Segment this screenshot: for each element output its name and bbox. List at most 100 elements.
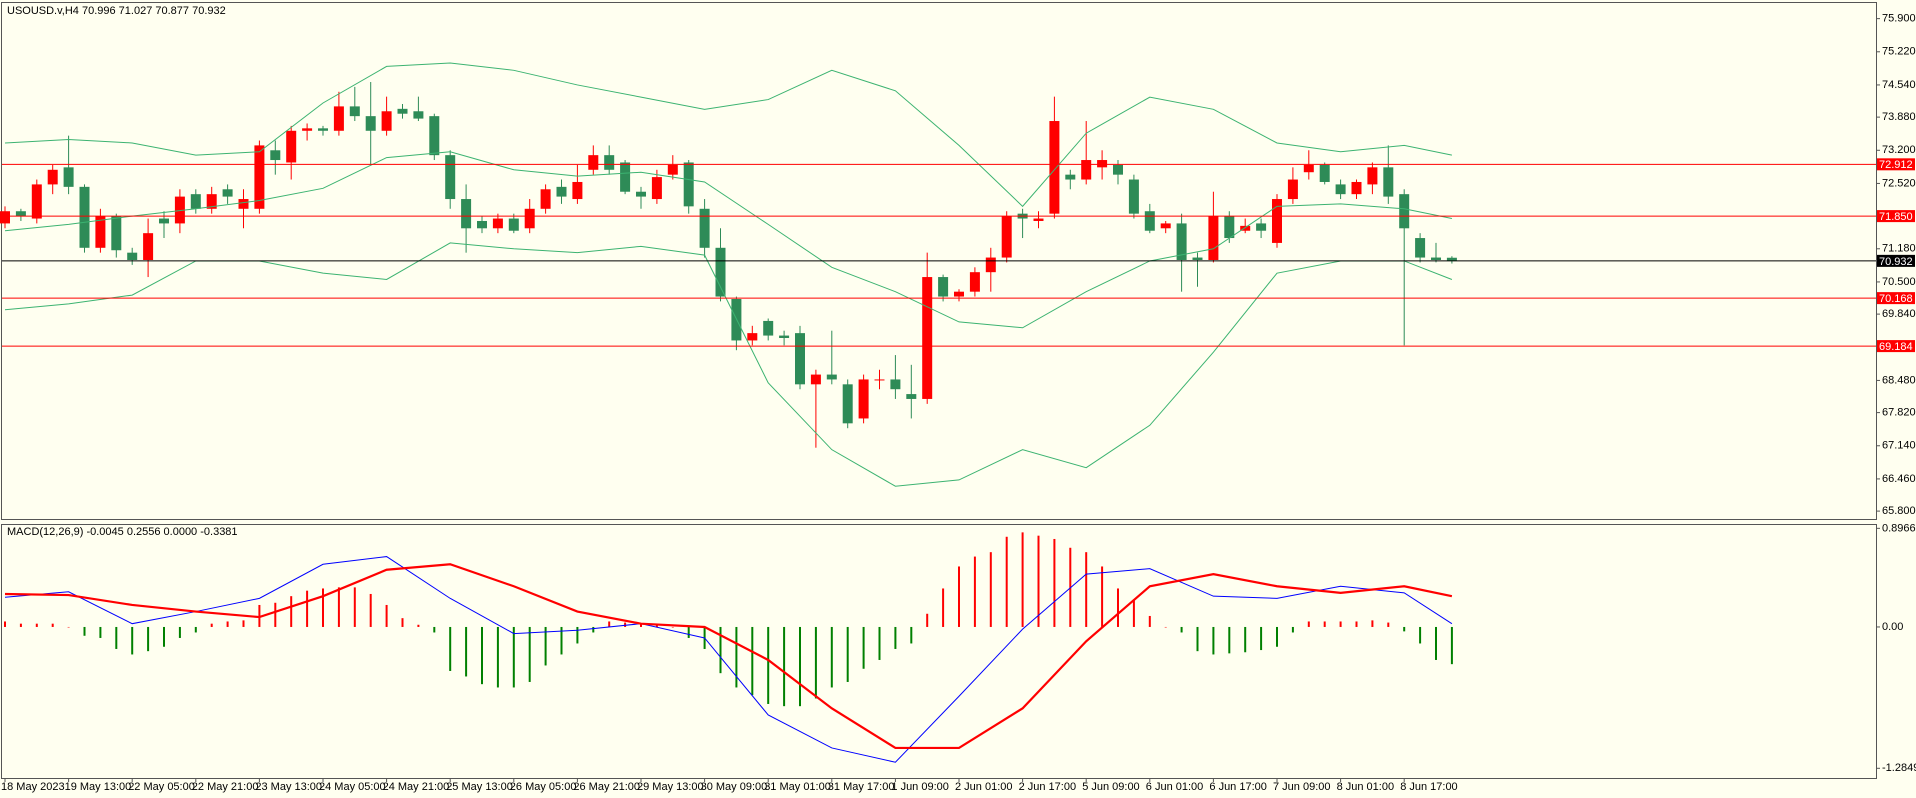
level-label: 72.912 [1879,159,1913,171]
histogram-bar [719,626,722,674]
candle-body [15,211,26,217]
candle-body [1335,184,1346,195]
candle-body [461,199,472,229]
histogram-bar [83,626,86,636]
histogram-bar [989,552,992,627]
histogram-bar [1419,626,1422,644]
histogram-bar [67,626,70,628]
y-tick-label: 69.840 [1882,308,1916,320]
x-tick-label: 2 Jun 17:00 [1019,781,1077,793]
histogram-bar [1307,621,1310,627]
y-tick-label: 73.880 [1882,111,1916,123]
candle-body [620,162,631,192]
candle-body [1446,257,1457,261]
candle-body [413,111,424,119]
histogram-bar [1276,626,1278,647]
y-tick-label: -1.2849 [1882,762,1916,774]
candle-body [954,291,964,297]
histogram-bar [290,596,293,627]
candle-body [763,320,774,336]
y-tick-label: 75.220 [1882,46,1916,58]
level-label: 70.932 [1879,256,1913,268]
candle-body [1160,223,1171,229]
y-tick-label: 70.500 [1882,276,1916,288]
y-tick-label: 67.820 [1882,407,1916,419]
histogram-bar [830,626,833,688]
candle-body [858,379,869,419]
candle-body [1144,211,1155,231]
level-label-box [1877,210,1915,223]
x-tick-label: 6 Jun 01:00 [1146,781,1204,793]
candle-body [1367,167,1378,185]
candle-body [1033,218,1044,221]
x-tick-label: 30 May 09:00 [701,781,768,793]
candle-body [779,335,790,339]
histogram-bar [973,556,976,627]
candle-body [302,128,313,131]
y-tick-label: 71.180 [1882,243,1916,255]
candle-body [540,189,551,209]
candle-body [842,384,853,424]
histogram-bar [1117,588,1119,627]
macd-title: MACD(12,26,9) -0.0045 0.2556 0.0000 -0.3… [7,526,238,538]
candle-body [159,218,169,224]
histogram-bar [337,587,340,627]
candle-body [445,155,456,200]
candle-body [1319,164,1330,182]
y-tick-label: 0.8966 [1882,522,1916,534]
candle-body [1113,164,1123,175]
x-tick-label: 19 May 13:00 [65,781,132,793]
level-label: 70.168 [1879,293,1913,305]
histogram-bar [4,621,6,627]
y-tick-label: 72.520 [1882,177,1916,189]
candle-body [95,216,106,248]
histogram-bar [1323,621,1326,627]
candle-body [556,186,567,197]
histogram-bar [274,602,277,627]
chart-title: USOUSD.v,H4 70.996 71.027 70.877 70.932 [7,5,226,17]
histogram-bar [751,626,754,696]
candle-body [1176,223,1187,260]
candle-body [1303,164,1314,173]
x-tick-label: 29 May 13:00 [637,781,704,793]
candle-body [429,116,440,156]
histogram-bar [878,626,881,660]
candle-body [174,196,185,224]
histogram-bar [1435,626,1437,660]
candle-body [747,333,758,341]
histogram-bar [1291,626,1294,633]
y-tick-label: 65.800 [1882,505,1916,517]
y-tick-label: 68.480 [1882,374,1916,386]
histogram-bar [958,566,960,627]
x-tick-label: 23 May 13:00 [255,781,322,793]
candle-body [604,155,615,170]
histogram-bar [926,613,929,627]
histogram-bar [1037,535,1040,627]
candle-body [636,191,646,197]
candle-body [922,277,933,399]
level-label-box [1877,158,1915,171]
histogram-bar [640,623,642,627]
candle-body [1049,121,1060,214]
candle-body [1081,160,1092,180]
histogram-bar [178,626,181,638]
candle-body [47,169,58,185]
histogram-bar [147,626,150,652]
candle-body [1065,174,1076,180]
histogram-bar [799,626,801,707]
histogram-bar [1180,626,1183,633]
x-tick-label: 31 May 01:00 [764,781,831,793]
histogram-bar [608,621,611,627]
x-tick-label: 8 Jun 17:00 [1400,781,1458,793]
candle-body [826,374,837,380]
price-layer: 75.900 75.220 74.540 73.880 73.200 72.520 71.1… [0,13,1916,793]
histogram-bar [846,626,849,682]
histogram-bar [671,626,674,628]
histogram-bar [1212,626,1215,655]
histogram-bar [433,626,436,633]
histogram-bar [226,621,229,627]
histogram-bar [1339,621,1342,627]
histogram-bar [814,626,817,699]
candle-body [588,155,599,170]
histogram-bar [1371,620,1374,627]
